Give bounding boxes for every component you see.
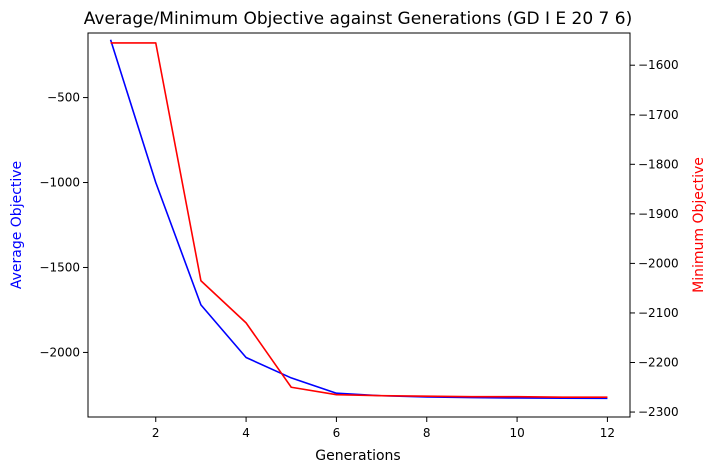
x-tick-label: 10 xyxy=(509,426,524,440)
minimum-objective-line xyxy=(110,42,608,398)
x-tick-label: 8 xyxy=(423,426,431,440)
y-tick-label-right: −1600 xyxy=(638,58,679,72)
plot-frame xyxy=(87,32,631,418)
y-tick-label-right: −2300 xyxy=(638,405,679,419)
y-tick-label-right: −1700 xyxy=(638,108,679,122)
y-tick-label-left: −2000 xyxy=(39,345,80,359)
series-layer xyxy=(109,39,608,400)
y-tick-label-right: −1800 xyxy=(638,157,679,171)
y-tick-label-right: −2100 xyxy=(638,306,679,320)
y-tick-label-left: −1500 xyxy=(39,260,80,274)
y-tick-label-right: −2000 xyxy=(638,256,679,270)
y-axis-label-left: Average Objective xyxy=(9,161,25,289)
x-tick-label: 4 xyxy=(242,426,250,440)
chart-title: Average/Minimum Objective against Genera… xyxy=(84,9,632,29)
x-tick-label: 12 xyxy=(600,426,615,440)
y-tick-label-right: −1900 xyxy=(638,207,679,221)
y-tick-label-left: −500 xyxy=(47,91,80,105)
axes-layer: 2 4 6 8 10 12 −500 −1000 −1500 −2000 −1600 −1700 −18… xyxy=(39,58,678,440)
y-tick-label-left: −1000 xyxy=(39,176,80,190)
x-tick-label: 6 xyxy=(333,426,341,440)
x-axis-label: Generations xyxy=(315,448,400,464)
x-tick-label: 2 xyxy=(152,426,160,440)
y-tick-label-right: −2200 xyxy=(638,355,679,369)
y-axis-label-right: Minimum Objective xyxy=(691,157,707,293)
